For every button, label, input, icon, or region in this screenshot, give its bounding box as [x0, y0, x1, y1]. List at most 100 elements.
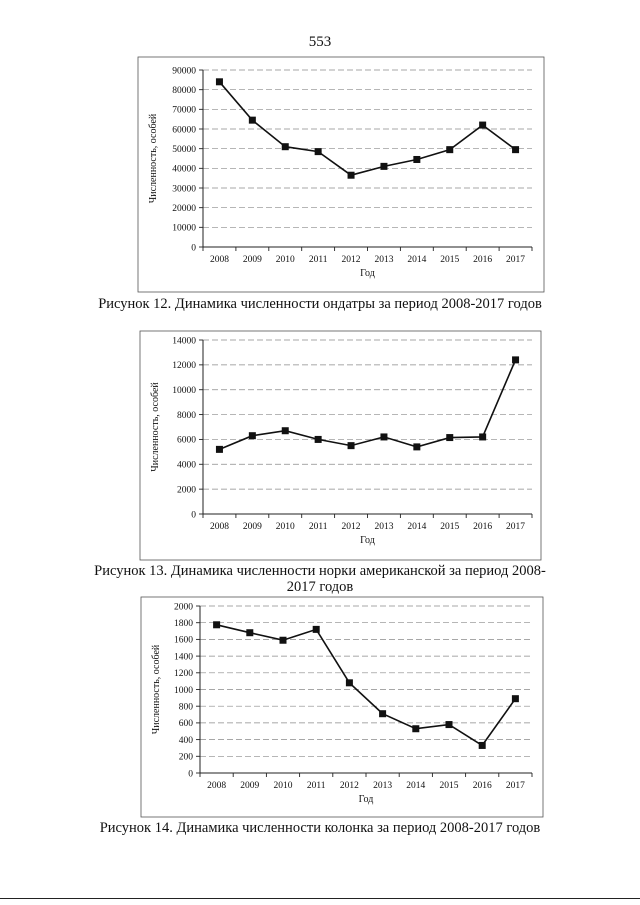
- chart-frame: [140, 596, 544, 818]
- y-tick-label: 90000: [172, 66, 196, 76]
- series-line: [216, 624, 517, 747]
- x-tick-label: 2013: [374, 522, 393, 532]
- y-tick-label: 2000: [174, 602, 193, 612]
- y-tick-label: 1400: [174, 652, 193, 662]
- x-tick-label: 2012: [342, 255, 361, 265]
- y-tick-label: 800: [179, 703, 194, 713]
- y-tick-label: 10000: [172, 224, 196, 234]
- x-tick-label: 2017: [506, 522, 525, 532]
- data-point: [445, 721, 453, 729]
- data-point: [380, 162, 388, 170]
- y-tick-label: 50000: [172, 145, 196, 155]
- data-point: [248, 116, 256, 124]
- y-tick-label: 6000: [177, 436, 196, 446]
- data-point: [446, 146, 454, 154]
- x-tick-label: 2011: [307, 781, 326, 791]
- data-point: [248, 432, 256, 440]
- caption-line: Рисунок 14. Динамика численности колонка…: [99, 820, 541, 836]
- y-tick-label: 4000: [177, 461, 196, 471]
- x-tick-label: 2017: [506, 255, 525, 265]
- y-tick-label: 8000: [177, 411, 196, 421]
- y-tick-label: 80000: [172, 86, 196, 96]
- y-tick-label: 30000: [172, 184, 196, 194]
- data-point: [380, 433, 388, 441]
- data-point: [314, 148, 322, 156]
- x-tick-label: 2016: [473, 781, 492, 791]
- x-tick-label: 2009: [243, 522, 262, 532]
- caption-line: Рисунок 12. Динамика численности ондатры…: [98, 296, 542, 312]
- x-tick-label: 2014: [406, 781, 425, 791]
- x-axis-title: Год: [359, 794, 374, 805]
- x-axis-title: Год: [360, 268, 375, 279]
- data-point: [281, 143, 289, 151]
- footer-rule: [0, 898, 640, 899]
- data-point: [512, 356, 520, 364]
- y-tick-label: 1800: [174, 619, 193, 629]
- data-point: [215, 78, 223, 86]
- x-tick-label: 2015: [440, 781, 459, 791]
- x-tick-label: 2013: [373, 781, 392, 791]
- x-tick-label: 2012: [340, 781, 359, 791]
- y-tick-label: 0: [188, 769, 193, 779]
- y-tick-label: 2000: [177, 485, 196, 495]
- x-tick-label: 2014: [407, 255, 426, 265]
- x-tick-label: 2015: [440, 255, 459, 265]
- data-point: [479, 433, 487, 441]
- y-tick-label: 10000: [172, 386, 196, 396]
- data-point: [512, 146, 520, 154]
- x-axis-title: Год: [360, 535, 375, 546]
- data-point: [478, 741, 486, 749]
- y-tick-label: 0: [191, 510, 196, 520]
- data-point: [479, 121, 487, 129]
- x-tick-label: 2010: [274, 781, 293, 791]
- caption-line: Рисунок 13. Динамика численности норки а…: [94, 563, 546, 579]
- x-tick-label: 2008: [210, 522, 229, 532]
- y-tick-label: 40000: [172, 165, 196, 175]
- x-tick-label: 2017: [506, 781, 525, 791]
- x-tick-label: 2011: [309, 522, 328, 532]
- data-point: [446, 434, 454, 442]
- x-tick-label: 2008: [210, 255, 229, 265]
- data-point: [345, 679, 353, 687]
- y-tick-label: 14000: [172, 336, 196, 346]
- x-tick-label: 2009: [240, 781, 259, 791]
- chart-frame: [139, 330, 542, 561]
- data-point: [312, 625, 320, 633]
- y-axis-title: Численность, особей: [148, 113, 159, 203]
- y-tick-label: 1000: [174, 686, 193, 696]
- series-line: [218, 81, 516, 177]
- page-number: 553: [308, 34, 332, 50]
- y-axis-title: Численность, особей: [151, 644, 162, 734]
- x-tick-label: 2010: [276, 522, 295, 532]
- data-point: [347, 442, 355, 450]
- x-tick-label: 2011: [309, 255, 328, 265]
- x-tick-label: 2013: [374, 255, 393, 265]
- caption-line: 2017 годов: [286, 579, 354, 595]
- x-tick-label: 2010: [276, 255, 295, 265]
- data-point: [215, 445, 223, 453]
- figure-13-caption: Рисунок 13. Динамика численности норки а…: [0, 563, 640, 595]
- y-tick-label: 60000: [172, 125, 196, 135]
- y-tick-label: 400: [179, 736, 194, 746]
- y-tick-label: 1600: [174, 636, 193, 646]
- x-tick-label: 2009: [243, 255, 262, 265]
- data-point: [246, 629, 254, 637]
- data-point: [279, 636, 287, 644]
- data-point: [412, 725, 420, 733]
- x-tick-label: 2016: [473, 522, 492, 532]
- y-tick-label: 1200: [174, 669, 193, 679]
- figure-14-caption: Рисунок 14. Динамика численности колонка…: [0, 820, 640, 836]
- x-tick-label: 2016: [473, 255, 492, 265]
- y-tick-label: 12000: [172, 361, 196, 371]
- data-point: [413, 155, 421, 163]
- y-tick-label: 600: [179, 719, 194, 729]
- data-point: [213, 621, 221, 629]
- y-tick-label: 0: [191, 243, 196, 253]
- data-point: [314, 435, 322, 443]
- data-point: [413, 443, 421, 451]
- x-tick-label: 2012: [342, 522, 361, 532]
- data-point: [347, 171, 355, 179]
- x-tick-label: 2014: [407, 522, 426, 532]
